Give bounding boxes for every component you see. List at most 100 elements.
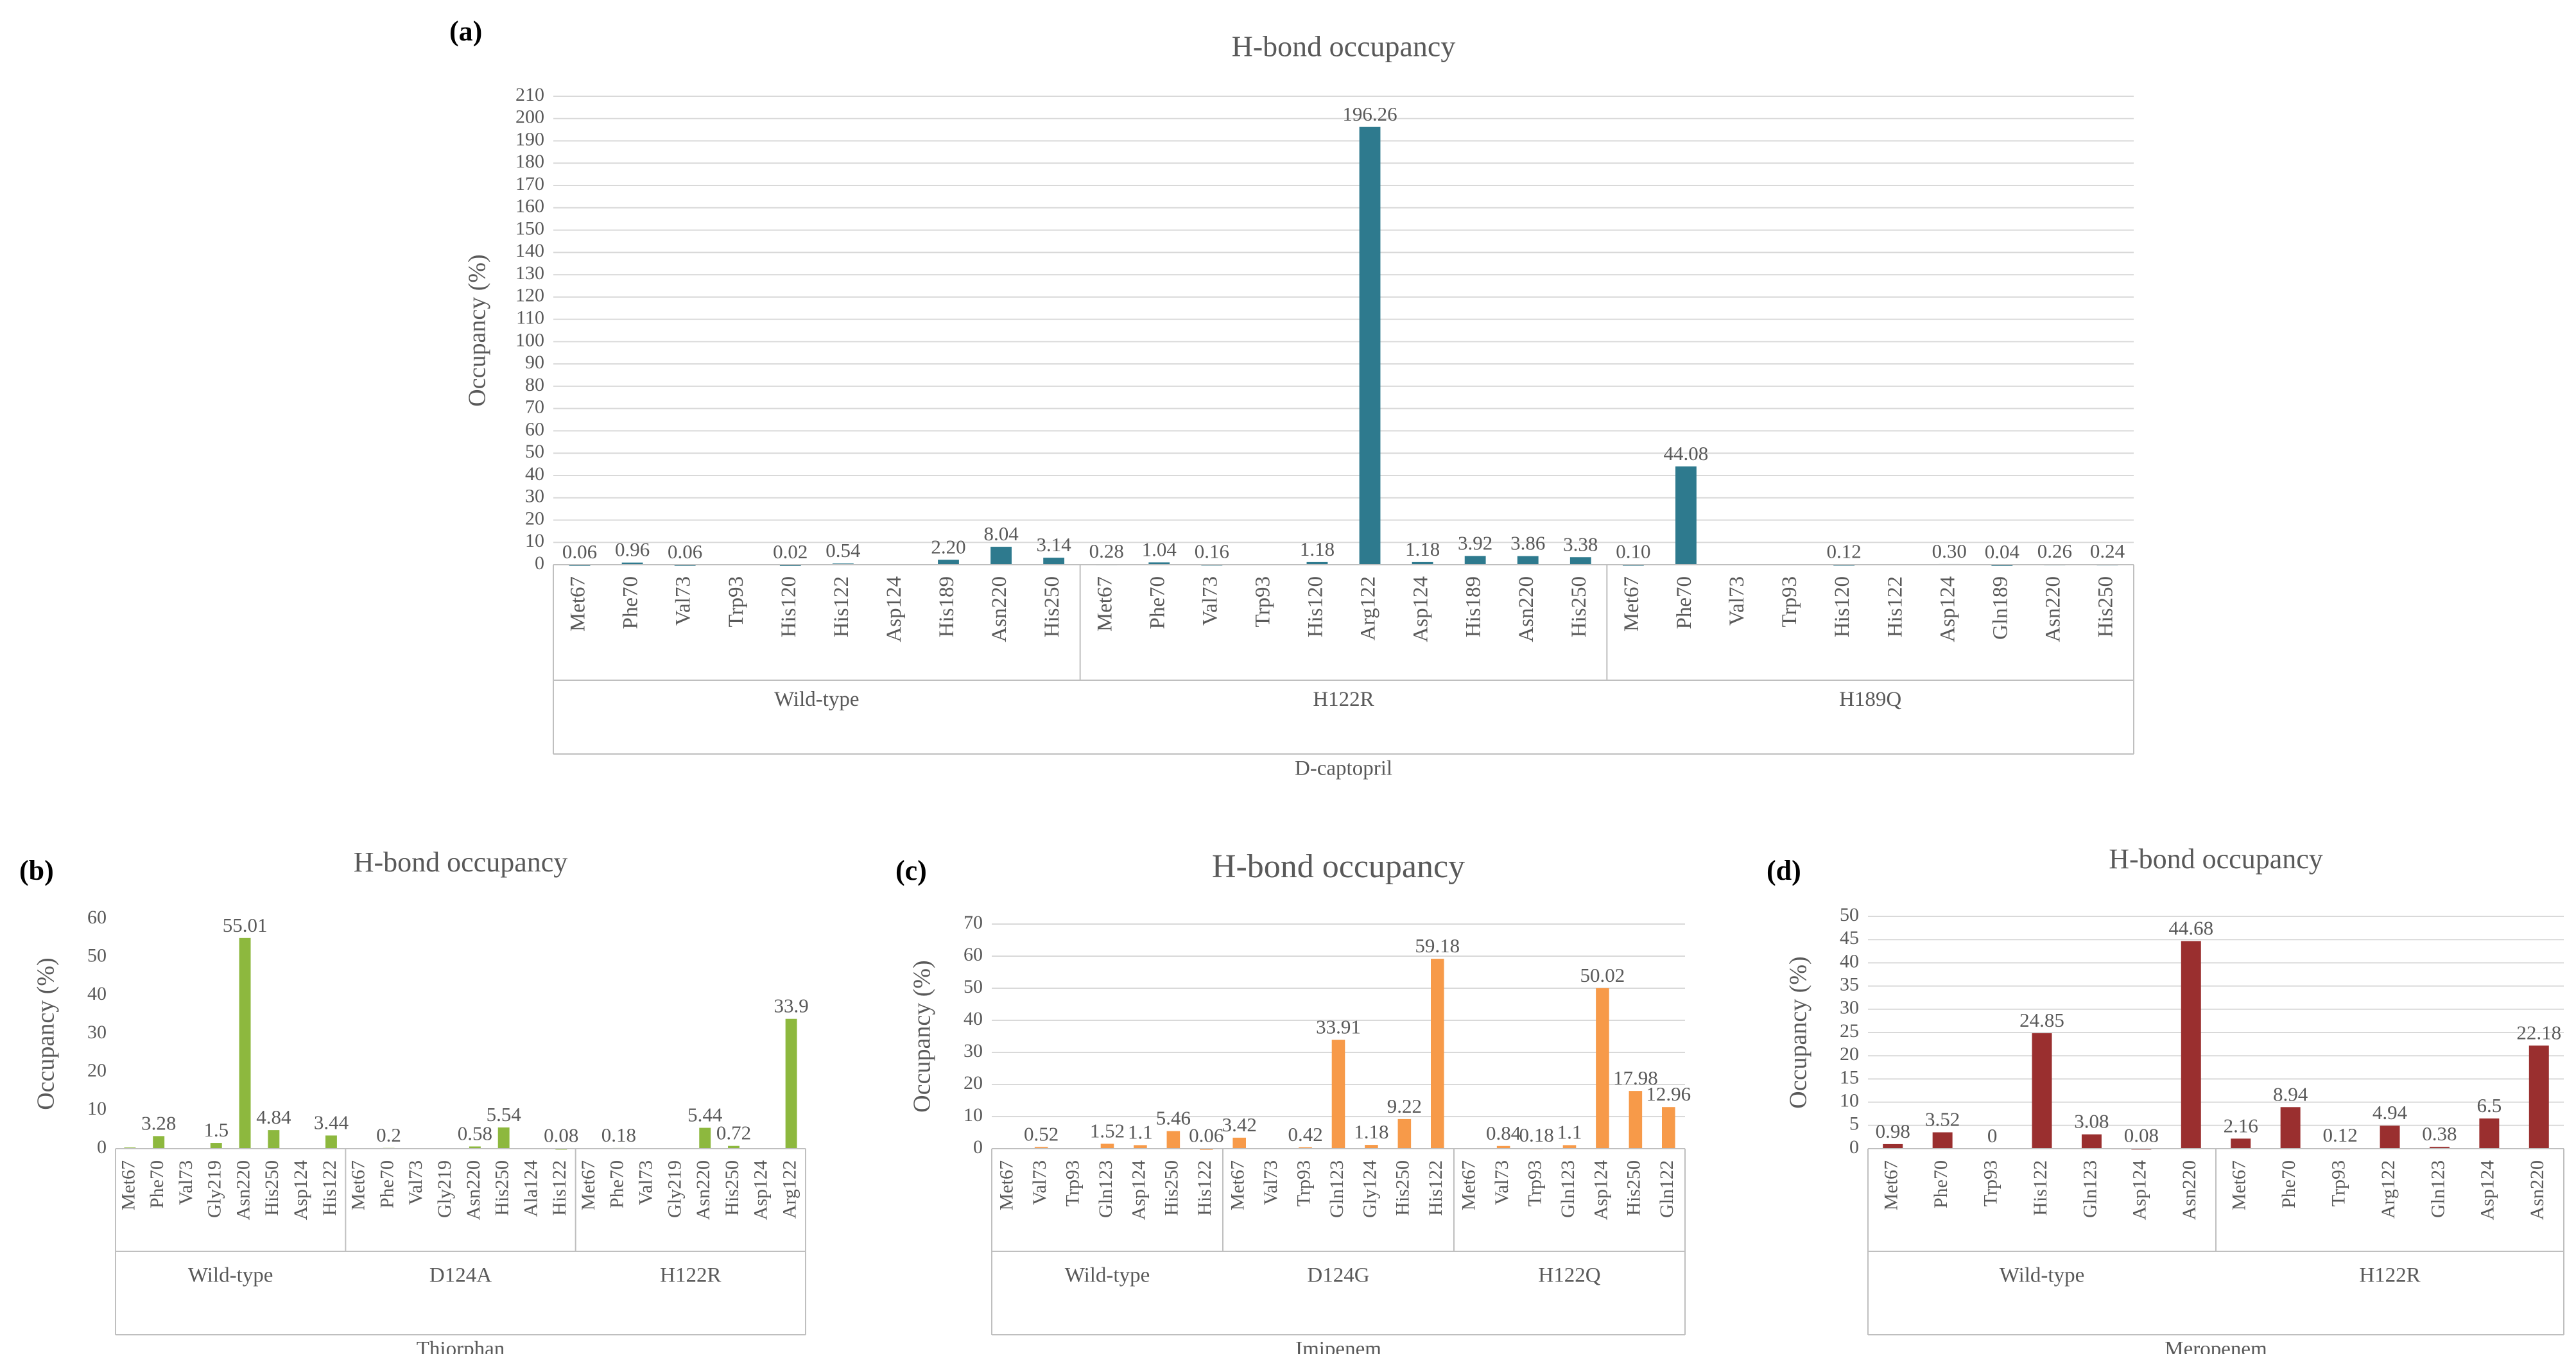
- y-tick-label: 35: [1840, 973, 1859, 995]
- category-label: Gln123: [1095, 1160, 1116, 1218]
- drug-label: Imipenem: [1295, 1338, 1381, 1354]
- bar-H122Q-Asp124: [1596, 988, 1609, 1149]
- bar-D124G-Gly124: [1365, 1145, 1378, 1149]
- y-tick-label: 0: [1849, 1136, 1859, 1158]
- data-label: 0.12: [1827, 540, 1862, 563]
- category-label: Phe70: [1930, 1160, 1951, 1208]
- bar-H122R-Arg122: [2380, 1126, 2400, 1149]
- category-label: Asn220: [988, 576, 1011, 642]
- category-label: His120: [1831, 576, 1854, 637]
- data-label: 1.18: [1300, 538, 1335, 560]
- data-label: 0.58: [458, 1122, 492, 1145]
- data-label: 0.24: [2090, 540, 2125, 562]
- bar-H122Q-Gln122: [1662, 1107, 1675, 1149]
- category-label: Trp93: [725, 576, 748, 628]
- data-label: 1.5: [203, 1118, 229, 1141]
- bar-Wild-type-Asn220: [239, 938, 251, 1149]
- data-label: 0.30: [1932, 540, 1967, 562]
- y-tick-label: 50: [964, 976, 983, 997]
- y-tick-label: 30: [87, 1022, 107, 1043]
- category-label: Met67: [1620, 576, 1643, 631]
- y-tick-label: 30: [525, 486, 544, 507]
- y-tick-label: 10: [87, 1098, 107, 1119]
- category-label: His250: [1568, 576, 1591, 637]
- bar-H122R-His120: [1306, 561, 1328, 565]
- data-label: 8.04: [983, 522, 1019, 545]
- y-axis-label: Occupancy (%): [33, 957, 60, 1110]
- category-label: Gln123: [1326, 1160, 1347, 1218]
- data-label: 0.06: [668, 540, 702, 563]
- category-label: Met67: [2229, 1160, 2250, 1210]
- bar-H122R-Asn220: [699, 1127, 711, 1149]
- bar-Wild-type-His250: [1043, 558, 1065, 565]
- category-label: Met67: [1227, 1160, 1249, 1210]
- category-label: His122: [830, 576, 853, 637]
- group-label: H122R: [1313, 688, 1374, 711]
- data-label: 3.86: [1510, 532, 1545, 554]
- panel-label: (d): [1767, 855, 1801, 886]
- category-label: His120: [777, 576, 800, 637]
- category-label: His250: [492, 1160, 513, 1216]
- group-label: H122R: [2359, 1264, 2420, 1287]
- category-label: Asp124: [750, 1160, 772, 1220]
- bar-D124A-His250: [497, 1127, 510, 1149]
- bar-Wild-type-His122: [2032, 1033, 2052, 1149]
- category-label: Gly219: [204, 1160, 225, 1218]
- bar-D124G-Met67: [1232, 1137, 1246, 1149]
- bar-Wild-type-Phe70: [153, 1136, 165, 1149]
- category-label: Met67: [567, 576, 590, 631]
- category-label: Val73: [1725, 576, 1749, 626]
- bar-Wild-type-His250: [268, 1130, 280, 1149]
- data-label: 55.01: [223, 914, 268, 936]
- data-label: 0.98: [1876, 1120, 1910, 1142]
- data-label: 2.16: [2224, 1114, 2258, 1136]
- category-label: Trp93: [1062, 1160, 1083, 1206]
- category-label: His122: [1425, 1160, 1446, 1216]
- y-tick-label: 10: [964, 1104, 983, 1126]
- y-tick-label: 120: [515, 285, 544, 306]
- y-tick-label: 45: [1840, 927, 1859, 948]
- category-label: Val73: [175, 1160, 196, 1205]
- data-label: 0.18: [1519, 1124, 1553, 1146]
- category-label: Asn220: [1515, 576, 1538, 642]
- data-label: 3.44: [314, 1111, 349, 1133]
- data-label: 0.10: [1616, 540, 1650, 563]
- category-label: Asp124: [1410, 576, 1433, 642]
- category-label: Met67: [348, 1160, 369, 1210]
- data-label: 5.44: [687, 1104, 723, 1126]
- data-label: 59.18: [1415, 934, 1460, 957]
- category-label: Asp124: [1590, 1160, 1611, 1220]
- bar-Wild-type-Val73: [1034, 1147, 1048, 1149]
- bar-D124A-Asn220: [469, 1146, 481, 1149]
- data-label: 24.85: [2019, 1009, 2064, 1031]
- data-label: 3.42: [1222, 1113, 1257, 1136]
- group-label: Wild-type: [1065, 1264, 1150, 1287]
- y-tick-label: 60: [525, 418, 544, 440]
- data-label: 33.9: [774, 995, 808, 1017]
- data-label: 3.92: [1458, 531, 1492, 554]
- chart-title: H-bond occupancy: [354, 846, 568, 878]
- category-label: Phe70: [1146, 576, 1169, 630]
- data-label: 33.91: [1316, 1015, 1361, 1038]
- category-label: Phe70: [1673, 576, 1696, 630]
- bar-Wild-type-His122: [325, 1135, 337, 1149]
- category-label: Phe70: [2278, 1160, 2299, 1208]
- bar-H122R-Asn220: [2528, 1045, 2549, 1149]
- category-label: Val73: [1260, 1160, 1281, 1205]
- category-label: His250: [1041, 576, 1064, 637]
- data-label: 0.06: [1189, 1124, 1223, 1147]
- bar-H122R-Phe70: [2280, 1107, 2301, 1149]
- bar-H122R-Gln123: [2429, 1147, 2450, 1149]
- category-label: Asn220: [463, 1160, 484, 1220]
- chart-title: H-bond occupancy: [1232, 30, 1456, 63]
- category-label: Gln189: [1989, 576, 2012, 640]
- category-label: Gly219: [664, 1160, 685, 1218]
- group-label: Wild-type: [774, 688, 859, 711]
- y-tick-label: 0: [973, 1136, 983, 1158]
- data-label: 4.94: [2373, 1101, 2408, 1124]
- data-label: 3.38: [1563, 533, 1598, 555]
- data-label: 12.96: [1646, 1083, 1691, 1105]
- bar-Wild-type-Phe70: [1932, 1132, 1953, 1149]
- data-label: 0.02: [773, 540, 808, 563]
- category-label: His122: [1194, 1160, 1215, 1216]
